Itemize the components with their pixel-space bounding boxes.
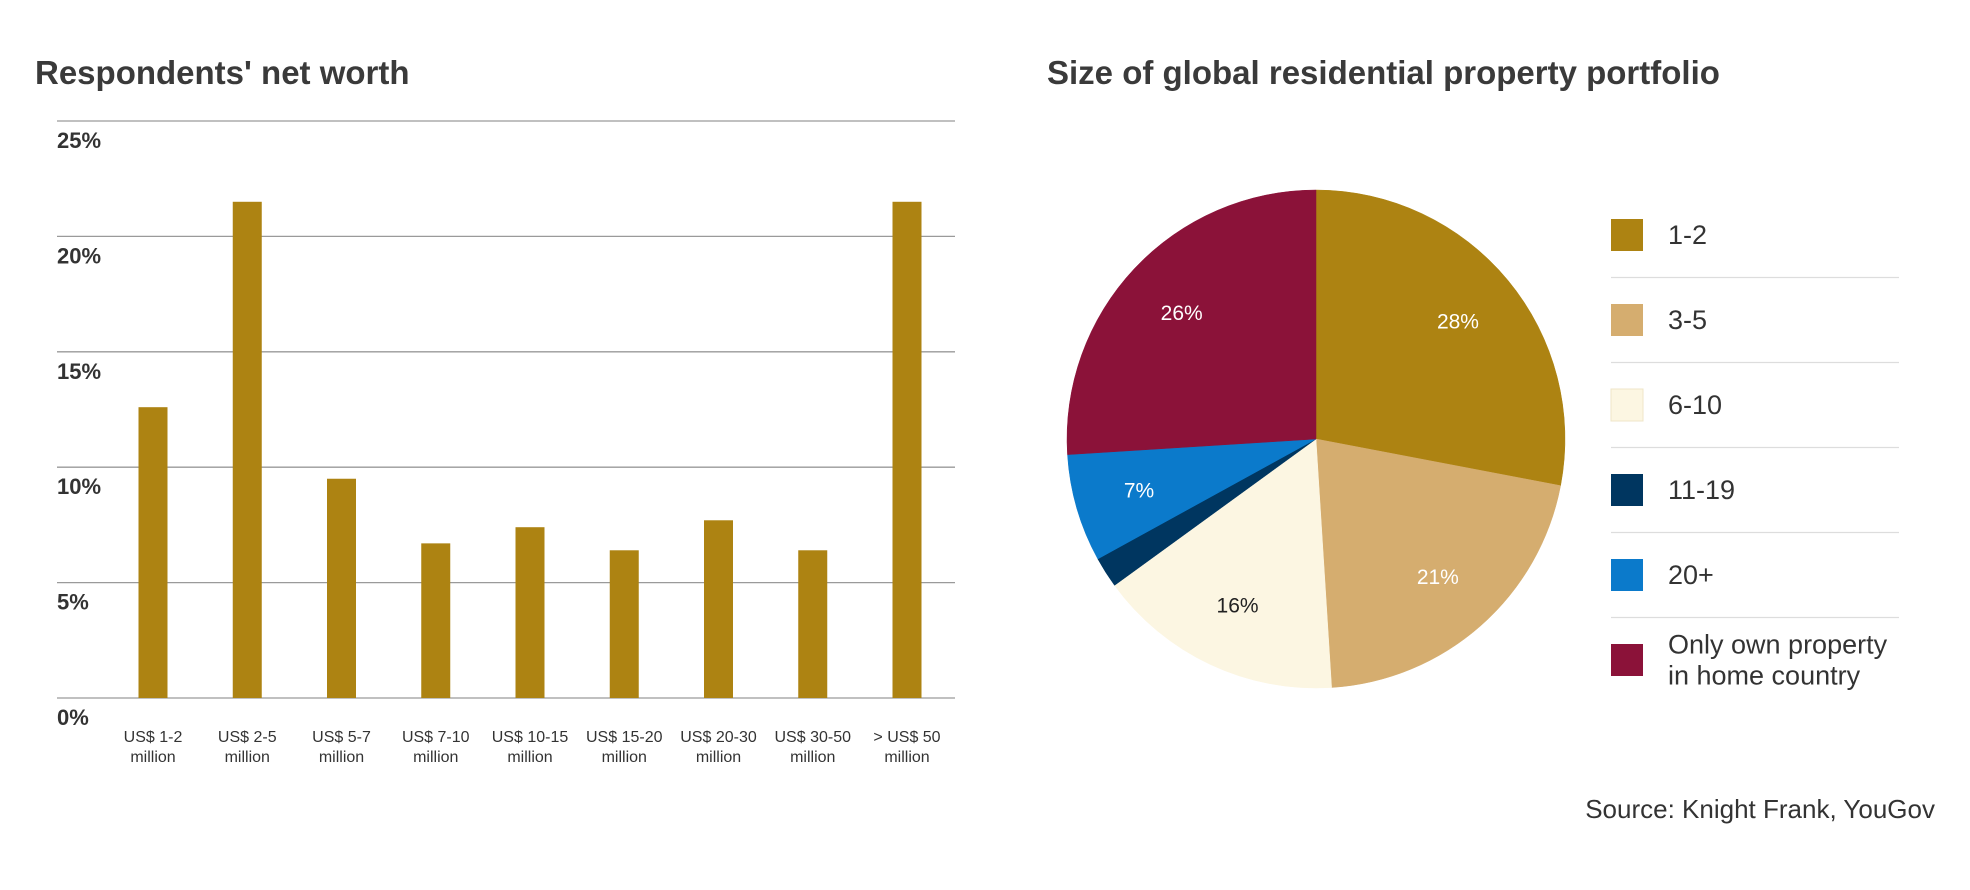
legend-swatch xyxy=(1611,304,1643,336)
bar xyxy=(232,201,262,698)
pie-slice xyxy=(1067,438,1317,560)
slice-label: 26% xyxy=(1161,302,1203,325)
x-tick-label: US$ 20-30 xyxy=(680,729,757,746)
x-tick-label: US$ 7-10 xyxy=(402,729,470,746)
pie-chart-slices xyxy=(1066,189,1566,689)
x-tick-label: US$ 30-50 xyxy=(775,729,852,746)
x-tick-label: million xyxy=(884,749,929,766)
bar xyxy=(798,550,828,698)
y-tick-label: 20% xyxy=(57,243,101,268)
bar-chart-y-axis: 0% 5% 10% 15% 20% 25% xyxy=(57,128,101,730)
bar xyxy=(327,478,356,698)
pie-slice xyxy=(1066,189,1317,455)
bar xyxy=(138,407,168,698)
x-tick-label: million xyxy=(413,749,458,766)
legend-swatch xyxy=(1611,644,1643,676)
bar xyxy=(892,201,922,698)
pie-slice xyxy=(1315,189,1566,486)
slice-label: 21% xyxy=(1417,566,1459,589)
x-tick-label: million xyxy=(696,749,741,766)
slice-label: 16% xyxy=(1217,595,1259,618)
bar-chart-gridlines xyxy=(57,120,955,699)
legend-label: Only own property xyxy=(1668,630,1888,660)
y-tick-label: 25% xyxy=(57,128,101,153)
x-tick-label: million xyxy=(507,749,552,766)
x-tick-label: > US$ 50 xyxy=(873,729,940,746)
y-tick-label: 15% xyxy=(57,359,101,384)
legend-label: 20+ xyxy=(1668,560,1714,590)
x-tick-label: million xyxy=(319,749,364,766)
x-tick-label: million xyxy=(790,749,835,766)
legend-swatch xyxy=(1610,388,1644,422)
x-tick-label: million xyxy=(225,749,270,766)
x-tick-label: US$ 2-5 xyxy=(218,729,277,746)
x-tick-label: million xyxy=(602,749,647,766)
x-tick-label: million xyxy=(130,749,175,766)
legend-label: in home country xyxy=(1668,661,1861,691)
y-tick-label: 0% xyxy=(57,705,89,730)
pie-slice xyxy=(1315,438,1561,688)
x-tick-label: US$ 15-20 xyxy=(586,729,663,746)
pie-chart-labels: 28% 21% 16% 7% 26% xyxy=(1124,302,1479,618)
y-tick-label: 10% xyxy=(57,474,101,499)
legend-label: 11-19 xyxy=(1668,475,1735,505)
bar xyxy=(515,527,545,698)
pie-chart-title: Size of global residential property port… xyxy=(1047,54,1720,91)
x-tick-label: US$ 5-7 xyxy=(312,729,371,746)
legend-swatch xyxy=(1611,474,1643,506)
x-tick-label: US$ 1-2 xyxy=(124,729,183,746)
x-tick-label: US$ 10-15 xyxy=(492,729,569,746)
bar xyxy=(609,550,639,698)
bar-chart-title: Respondents' net worth xyxy=(35,54,410,91)
bar xyxy=(704,520,733,698)
legend-swatch xyxy=(1611,559,1643,591)
pie-slice xyxy=(1114,438,1332,689)
source-note: Source: Knight Frank, YouGov xyxy=(1585,794,1935,824)
legend-label: 1-2 xyxy=(1668,220,1707,250)
bar-chart-bars xyxy=(138,201,922,698)
y-tick-label: 5% xyxy=(57,590,89,615)
legend-label: 6-10 xyxy=(1668,390,1722,420)
slice-label: 28% xyxy=(1437,311,1479,334)
bar-chart-x-axis: US$ 1-2 million US$ 2-5 million US$ 5-7 milli… xyxy=(124,729,941,766)
legend-swatch xyxy=(1611,219,1643,251)
slice-label: 7% xyxy=(1124,479,1154,502)
legend-label: 3-5 xyxy=(1668,305,1707,335)
bar xyxy=(421,543,451,698)
